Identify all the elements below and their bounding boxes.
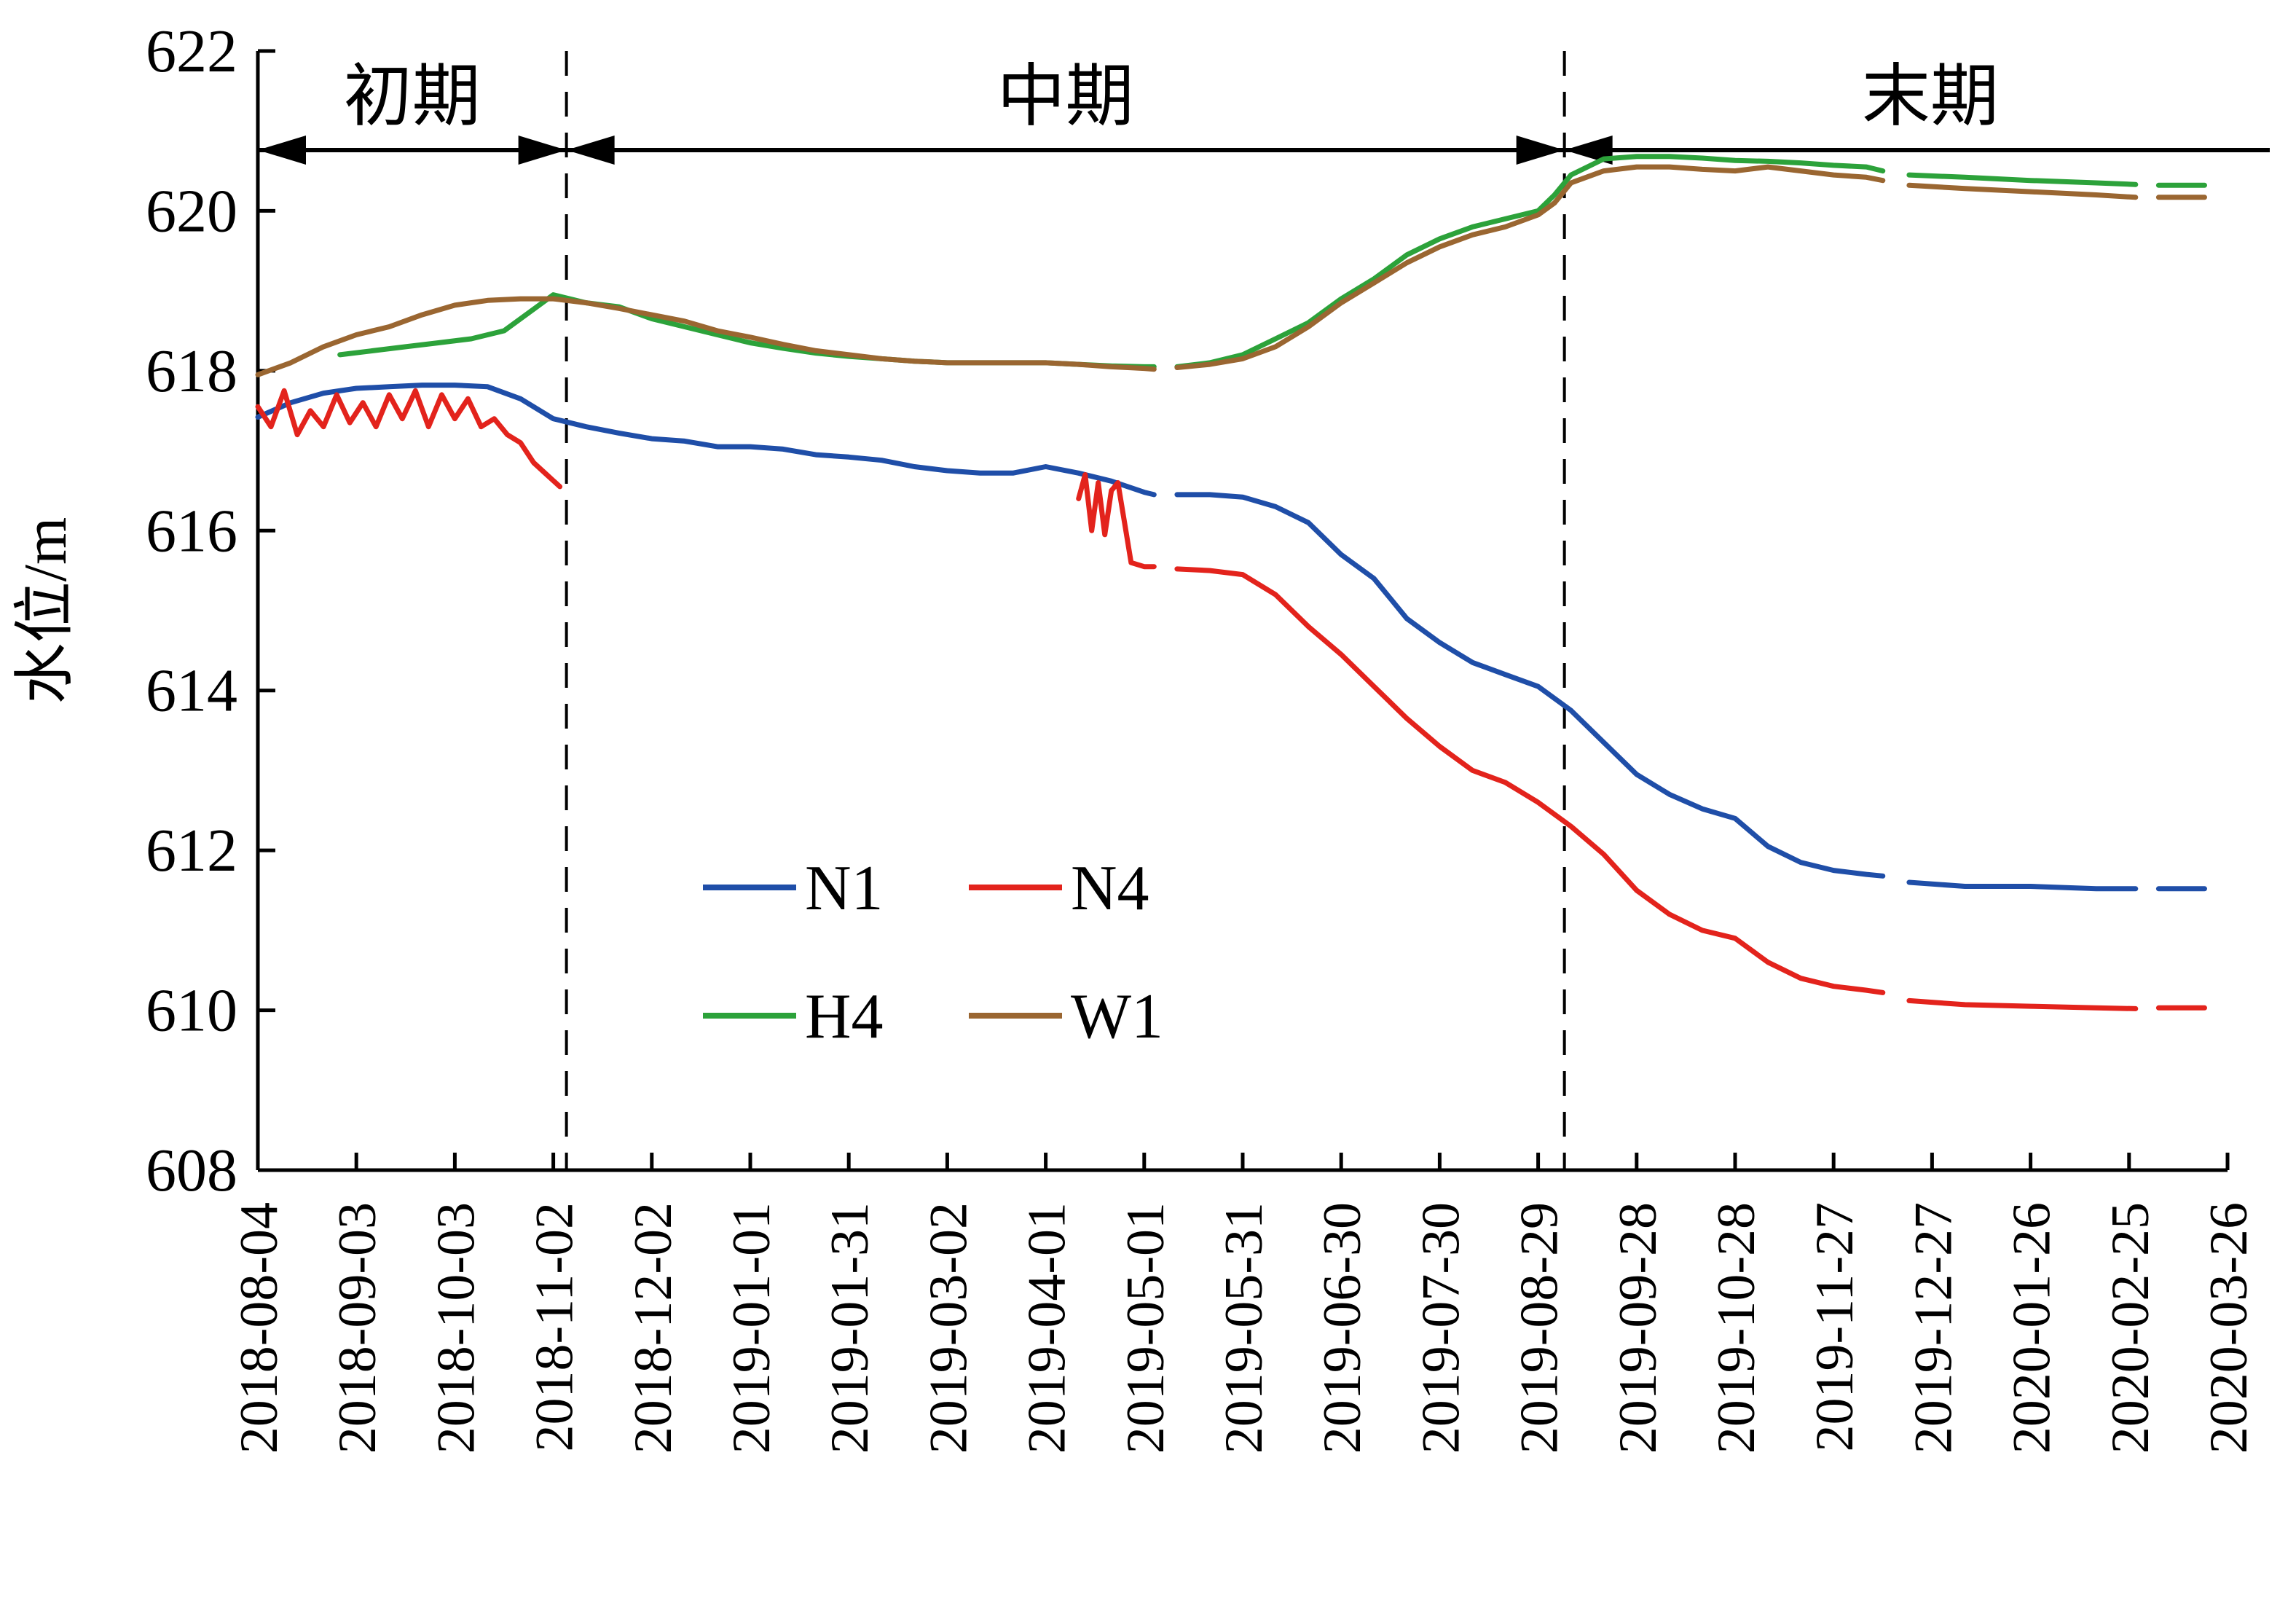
x-tick-label: 2020-03-26 — [2199, 1202, 2259, 1454]
series-line-W1 — [1906, 182, 2139, 200]
y-tick-label: 608 — [146, 1137, 237, 1204]
x-tick-label: 2020-01-26 — [2002, 1202, 2062, 1454]
x-tick-label: 2019-01-01 — [722, 1202, 782, 1454]
series-W1 — [255, 164, 2207, 377]
x-tick-label: 2019-08-29 — [1510, 1202, 1570, 1454]
x-tick-label: 2019-10-28 — [1707, 1202, 1766, 1454]
x-tick-label: 2019-04-01 — [1018, 1202, 1077, 1454]
x-tick-label: 2018-09-03 — [328, 1202, 388, 1454]
phase-label: 末期 — [1862, 59, 1999, 135]
series-line-N4 — [255, 388, 563, 490]
y-tick-label: 622 — [146, 17, 237, 85]
y-tick-label: 614 — [146, 657, 237, 725]
series-N4 — [255, 388, 2207, 1011]
phase-annotations: 初期 中期 末期 — [258, 51, 2270, 1170]
phase-arrowhead-left — [1564, 136, 1613, 165]
x-tick-label: 2019-11-27 — [1805, 1202, 1865, 1452]
axes: 608 610 612 614 616 618 620 622 2018-08-04 2018-0… — [12, 17, 2259, 1454]
series-line-H4 — [1906, 172, 2139, 187]
series-line-N4 — [1906, 997, 2139, 1011]
series-line-W1 — [255, 296, 1157, 377]
series-layer — [255, 154, 2207, 1011]
x-tick-label: 2019-05-01 — [1116, 1202, 1176, 1454]
x-tick-label: 2018-11-02 — [525, 1202, 585, 1452]
legend-label-N1: N1 — [805, 853, 884, 924]
x-tick-label: 2019-01-31 — [820, 1202, 880, 1454]
series-line-N1 — [1174, 492, 1886, 879]
y-tick-label: 612 — [146, 817, 237, 885]
y-tick-label: 618 — [146, 337, 237, 405]
legend-label-W1: W1 — [1071, 981, 1163, 1052]
x-tick-label: 2018-12-02 — [624, 1202, 683, 1454]
phase-arrowhead-right — [1516, 136, 1565, 165]
y-axis-label: 水位/m — [12, 517, 79, 705]
x-tick-label: 2018-08-04 — [229, 1202, 289, 1454]
series-line-N4 — [1076, 472, 1157, 570]
phase-arrowhead-left — [258, 136, 306, 165]
series-line-N1 — [255, 383, 1157, 498]
legend-label-H4: H4 — [805, 981, 884, 1052]
series-N1 — [255, 383, 2207, 892]
x-tick-label: 2019-06-30 — [1313, 1202, 1372, 1454]
series-line-N1 — [1906, 879, 2139, 892]
series-line-H4 — [1174, 154, 1886, 369]
y-tick-label: 616 — [146, 497, 237, 565]
x-tick-label: 2020-02-25 — [2101, 1202, 2161, 1454]
x-tick-label: 2019-05-31 — [1214, 1202, 1274, 1454]
x-tick-label: 2019-07-30 — [1411, 1202, 1471, 1454]
y-tick-label: 620 — [146, 177, 237, 245]
phase-label: 初期 — [344, 59, 481, 135]
phase-label: 中期 — [997, 59, 1134, 135]
series-line-W1 — [1174, 164, 1886, 370]
legend: N1 N4 H4 W1 — [703, 853, 1163, 1052]
x-tick-label: 2018-10-03 — [426, 1202, 486, 1454]
series-line-N4 — [1174, 566, 1886, 995]
x-tick-label: 2019-12-27 — [1903, 1202, 1963, 1454]
phase-arrowhead-left — [566, 136, 615, 165]
phase-arrowhead-right — [518, 136, 567, 165]
legend-label-N4: N4 — [1071, 853, 1149, 924]
x-tick-label: 2019-03-02 — [919, 1202, 978, 1454]
x-tick-label: 2019-09-28 — [1608, 1202, 1668, 1454]
y-tick-label: 610 — [146, 977, 237, 1045]
